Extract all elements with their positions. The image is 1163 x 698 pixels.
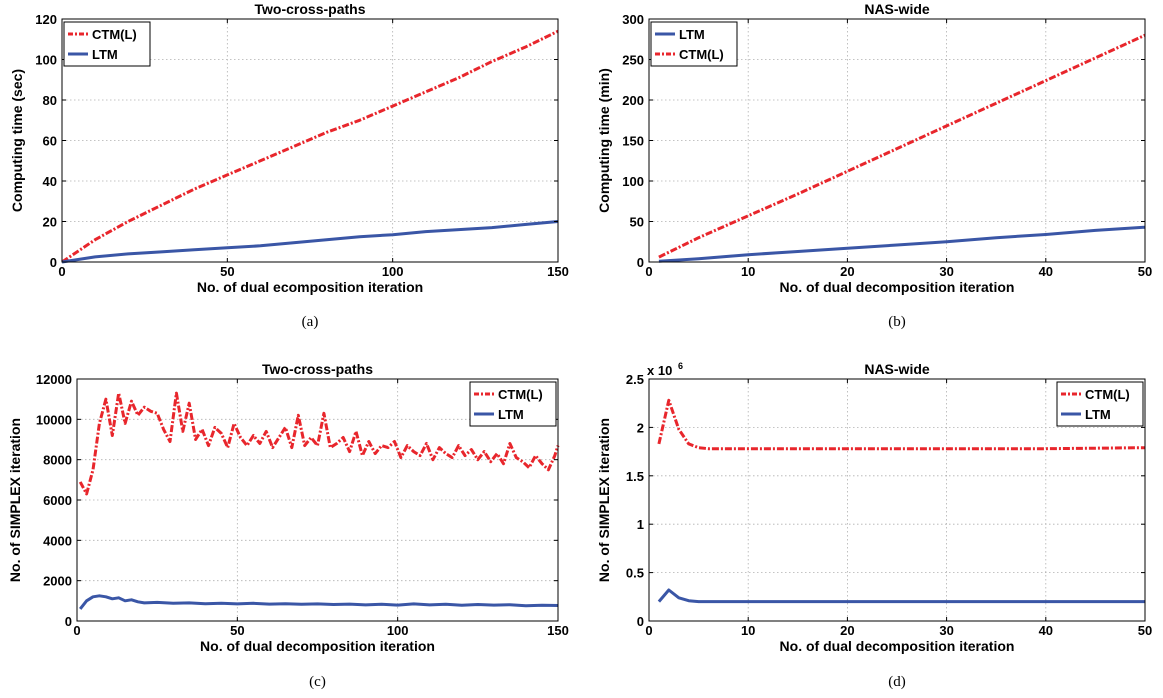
y-axis-label: Computing time (sec) <box>9 69 25 212</box>
series-line-ctml <box>61 29 559 264</box>
chart-title: NAS-wide <box>864 1 930 17</box>
y-tick-label: 100 <box>622 174 644 189</box>
x-axis-label: No. of dual decomposition iteration <box>780 638 1015 654</box>
chart-title: Two-cross-paths <box>255 1 366 17</box>
y-tick-label: 20 <box>43 215 57 230</box>
legend: CTM(L) LTM <box>469 381 557 427</box>
series-line-ltm <box>79 594 559 610</box>
x-tick-label: 100 <box>382 264 404 279</box>
y-tick-label: 0 <box>65 614 72 629</box>
y-tick-label: 12000 <box>36 372 72 387</box>
y-tick-label: 50 <box>630 215 644 230</box>
y-tick-label: 200 <box>622 93 644 108</box>
x-tick-label: 30 <box>939 623 953 638</box>
y-tick-label: 100 <box>35 53 57 68</box>
panel-caption: (d) <box>888 674 906 690</box>
legend-label: CTM(L) <box>679 47 724 62</box>
x-tick-label: 10 <box>741 623 755 638</box>
y-tick-label: 80 <box>43 93 57 108</box>
x-tick-label: 100 <box>387 623 409 638</box>
x-tick-label: 20 <box>840 623 854 638</box>
series-line-ltm <box>657 588 1145 604</box>
y-tick-label: 250 <box>622 53 644 68</box>
panel-caption: (b) <box>888 314 906 330</box>
x-tick-label: 0 <box>58 264 65 279</box>
legend-box <box>469 381 557 427</box>
x-tick-label: 30 <box>939 264 953 279</box>
legend: LTM CTM(L) <box>650 21 738 67</box>
series-line-ltm <box>61 220 559 264</box>
legend-label: LTM <box>679 27 705 42</box>
x-tick-label: 20 <box>840 264 854 279</box>
x-tick-label: 0 <box>645 264 652 279</box>
legend-box <box>1056 381 1144 427</box>
legend-label: LTM <box>92 47 118 62</box>
legend-label: CTM(L) <box>92 27 137 42</box>
y-tick-label: 120 <box>35 12 57 27</box>
y-tick-label: 0 <box>637 614 644 629</box>
chart-panel-2: 0 50 100 150 0 2000 4000 6000 8000 10000 12000 Two-… <box>7 361 569 690</box>
x-tick-label: 50 <box>230 623 244 638</box>
chart-title: Two-cross-paths <box>262 361 373 377</box>
y-tick-label: 1.5 <box>626 469 644 484</box>
y-scale-exponent: 6 <box>678 361 683 371</box>
y-tick-label: 10000 <box>36 412 72 427</box>
x-tick-label: 40 <box>1039 623 1053 638</box>
x-tick-label: 150 <box>547 623 569 638</box>
legend: CTM(L) LTM <box>1056 381 1144 427</box>
y-scale-factor: x 10 <box>647 363 672 378</box>
panel-caption: (a) <box>302 314 319 330</box>
x-tick-label: 50 <box>220 264 234 279</box>
y-tick-label: 60 <box>43 134 57 149</box>
legend-label: LTM <box>498 407 524 422</box>
legend-label: CTM(L) <box>498 387 543 402</box>
series-line-ctml <box>657 398 1146 451</box>
legend-box <box>650 21 738 67</box>
chart-title: NAS-wide <box>864 361 930 377</box>
x-tick-label: 40 <box>1039 264 1053 279</box>
x-tick-label: 0 <box>73 623 80 638</box>
y-tick-label: 2000 <box>43 574 72 589</box>
x-tick-label: 150 <box>547 264 569 279</box>
y-tick-label: 0.5 <box>626 566 644 581</box>
y-tick-label: 0 <box>50 255 57 270</box>
y-tick-label: 2 <box>637 420 644 435</box>
y-tick-label: 2.5 <box>626 372 644 387</box>
legend-label: CTM(L) <box>1085 387 1130 402</box>
legend: CTM(L) LTM <box>63 21 151 67</box>
x-axis-label: No. of dual decomposition iteration <box>200 638 435 654</box>
y-tick-label: 40 <box>43 174 57 189</box>
y-tick-label: 1 <box>637 517 644 532</box>
panel-caption: (c) <box>309 674 326 690</box>
x-axis-label: No. of dual decomposition iteration <box>780 279 1015 295</box>
x-tick-label: 50 <box>1138 623 1152 638</box>
y-tick-label: 4000 <box>43 533 72 548</box>
chart-panel-1: 0 10 20 30 40 50 0 50 100 150 200 250 300 NAS-wide No.… <box>596 1 1152 330</box>
series-line-ctml <box>78 391 560 496</box>
x-axis-label: No. of dual ecomposition iteration <box>197 279 423 295</box>
x-tick-label: 10 <box>741 264 755 279</box>
axes-frame <box>648 378 1146 622</box>
y-tick-label: 150 <box>622 134 644 149</box>
series-line-ltm <box>658 225 1146 263</box>
y-tick-label: 0 <box>637 255 644 270</box>
y-axis-label: Computing time (min) <box>596 68 612 213</box>
y-axis-label: No. of SIMPLEX iteration <box>7 418 23 582</box>
y-axis-label: No. of SIMPLEX iteration <box>596 418 612 582</box>
y-tick-label: 8000 <box>43 453 72 468</box>
legend-box <box>63 21 151 67</box>
chart-panel-0: 0 50 100 150 0 20 40 60 80 100 120 Two-cross-paths N… <box>9 1 569 330</box>
x-tick-label: 50 <box>1138 264 1152 279</box>
legend-label: LTM <box>1085 407 1111 422</box>
x-tick-label: 0 <box>645 623 652 638</box>
chart-panel-3: 0 10 20 30 40 50 0 0.5 1 1.5 2 2.5x 10 6 NAS-wide No. … <box>596 361 1152 690</box>
series-line-ctml <box>658 33 1146 259</box>
y-tick-label: 6000 <box>43 493 72 508</box>
y-tick-label: 300 <box>622 12 644 27</box>
